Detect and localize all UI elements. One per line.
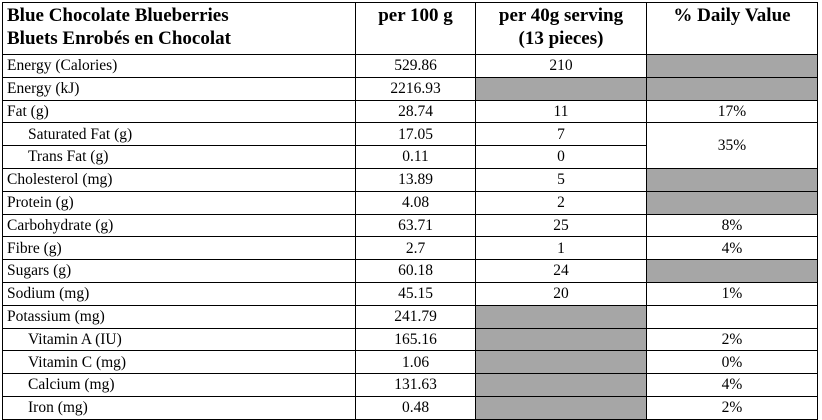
daily-value: 0% [646,350,818,375]
per-100g-value: 60.18 [355,259,476,283]
table-row: Iron (mg) 0.48 2% [2,395,818,420]
nutrient-label: Sugars (g) [2,259,356,283]
table-row: Potassium (mg) 241.79 [2,304,818,329]
nutrient-label: Fat (g) [2,99,356,124]
per-100g-value: 1.06 [355,350,476,375]
table-row: Carbohydrate (g) 63.71 25 8% [2,213,818,238]
per-100g-value: 45.15 [355,281,476,306]
table-row: Cholesterol (mg) 13.89 5 [2,167,818,192]
per-100g-value: 165.16 [355,327,476,352]
per-serving-value: 24 [475,259,647,283]
per-serving-na-cell [475,373,647,397]
per-serving-header: per 40g serving (13 pieces) [475,2,647,55]
daily-value: 35% [646,122,818,169]
daily-value-na-cell [646,259,818,283]
nutrient-label: Fibre (g) [2,236,356,261]
per-100g-value: 17.05 [355,122,476,147]
nutrient-label: Cholesterol (mg) [2,167,356,192]
nutrient-label: Potassium (mg) [2,304,356,329]
product-name-header: Blue Chocolate Blueberries Bluets Enrobé… [2,2,356,55]
per-100g-value: 529.86 [355,54,476,78]
nutrient-label: Vitamin A (IU) [2,327,356,352]
daily-value: 1% [646,281,818,306]
table-row: Protein (g) 4.08 2 [2,190,818,215]
per-100g-value: 4.08 [355,190,476,215]
per-serving-value: 0 [475,145,647,169]
nutrient-label: Calcium (mg) [2,373,356,397]
per-100g-value: 13.89 [355,167,476,192]
per-100g-value: 63.71 [355,213,476,238]
nutrient-label: Energy (kJ) [2,76,356,101]
table-row: Energy (Calories) 529.86 210 [2,54,818,78]
nutrient-label: Trans Fat (g) [2,145,356,169]
daily-value-na-cell [646,76,818,101]
table-row: Calcium (mg) 131.63 4% [2,373,818,397]
product-name-english: Blue Chocolate Blueberries [7,5,229,26]
per-100g-value: 28.74 [355,99,476,124]
table-row: Vitamin A (IU) 165.16 2% [2,327,818,352]
table-row: Sodium (mg) 45.15 20 1% [2,281,818,306]
per-serving-na-cell [475,304,647,329]
per-100g-value: 2.7 [355,236,476,261]
per-serving-label: per 40g serving [498,5,624,26]
per-serving-value: 1 [475,236,647,261]
nutrient-label: Energy (Calories) [2,54,356,78]
per-serving-na-cell [475,350,647,375]
per-100g-header: per 100 g [355,2,476,55]
per-100g-value: 131.63 [355,373,476,397]
daily-value: 2% [646,327,818,352]
table-row: Sugars (g) 60.18 24 [2,259,818,283]
per-serving-value: 2 [475,190,647,215]
table-row: Fibre (g) 2.7 1 4% [2,236,818,261]
daily-value: 4% [646,236,818,261]
per-serving-na-cell [475,327,647,352]
per-serving-na-cell [475,76,647,101]
daily-value: 4% [646,373,818,397]
nutrient-label: Sodium (mg) [2,281,356,306]
serving-pieces-label: (13 pieces) [518,27,604,49]
per-serving-value: 25 [475,213,647,238]
per-serving-value: 5 [475,167,647,192]
per-100g-value: 241.79 [355,304,476,329]
daily-value: 8% [646,213,818,238]
table-row: Saturated Fat (g) 17.05 7 35% [2,122,818,169]
table-row: Fat (g) 28.74 11 17% [2,99,818,124]
table-row: Vitamin C (mg) 1.06 0% [2,350,818,375]
nutrient-label: Carbohydrate (g) [2,213,356,238]
daily-value: 2% [646,395,818,420]
per-100g-value: 0.11 [355,145,476,169]
nutrient-label: Saturated Fat (g) [2,122,356,147]
nutrient-label: Vitamin C (mg) [2,350,356,375]
per-serving-value: 11 [475,99,647,124]
per-serving-value: 20 [475,281,647,306]
daily-value-header: % Daily Value [646,2,818,55]
daily-value-na-cell [646,167,818,192]
nutrient-label: Protein (g) [2,190,356,215]
product-name-french: Bluets Enrobés en Chocolat [7,27,231,49]
table-row: Energy (kJ) 2216.93 [2,76,818,101]
per-serving-na-cell [475,395,647,420]
per-serving-value: 7 [475,122,647,147]
header-row: Blue Chocolate Blueberries Bluets Enrobé… [2,2,818,55]
daily-value: 17% [646,99,818,124]
daily-value-empty-cell [646,304,818,329]
daily-value-na-cell [646,54,818,78]
daily-value-na-cell [646,190,818,215]
per-serving-value: 210 [475,54,647,78]
per-100g-value: 2216.93 [355,76,476,101]
nutrient-label: Iron (mg) [2,395,356,420]
per-100g-value: 0.48 [355,395,476,420]
